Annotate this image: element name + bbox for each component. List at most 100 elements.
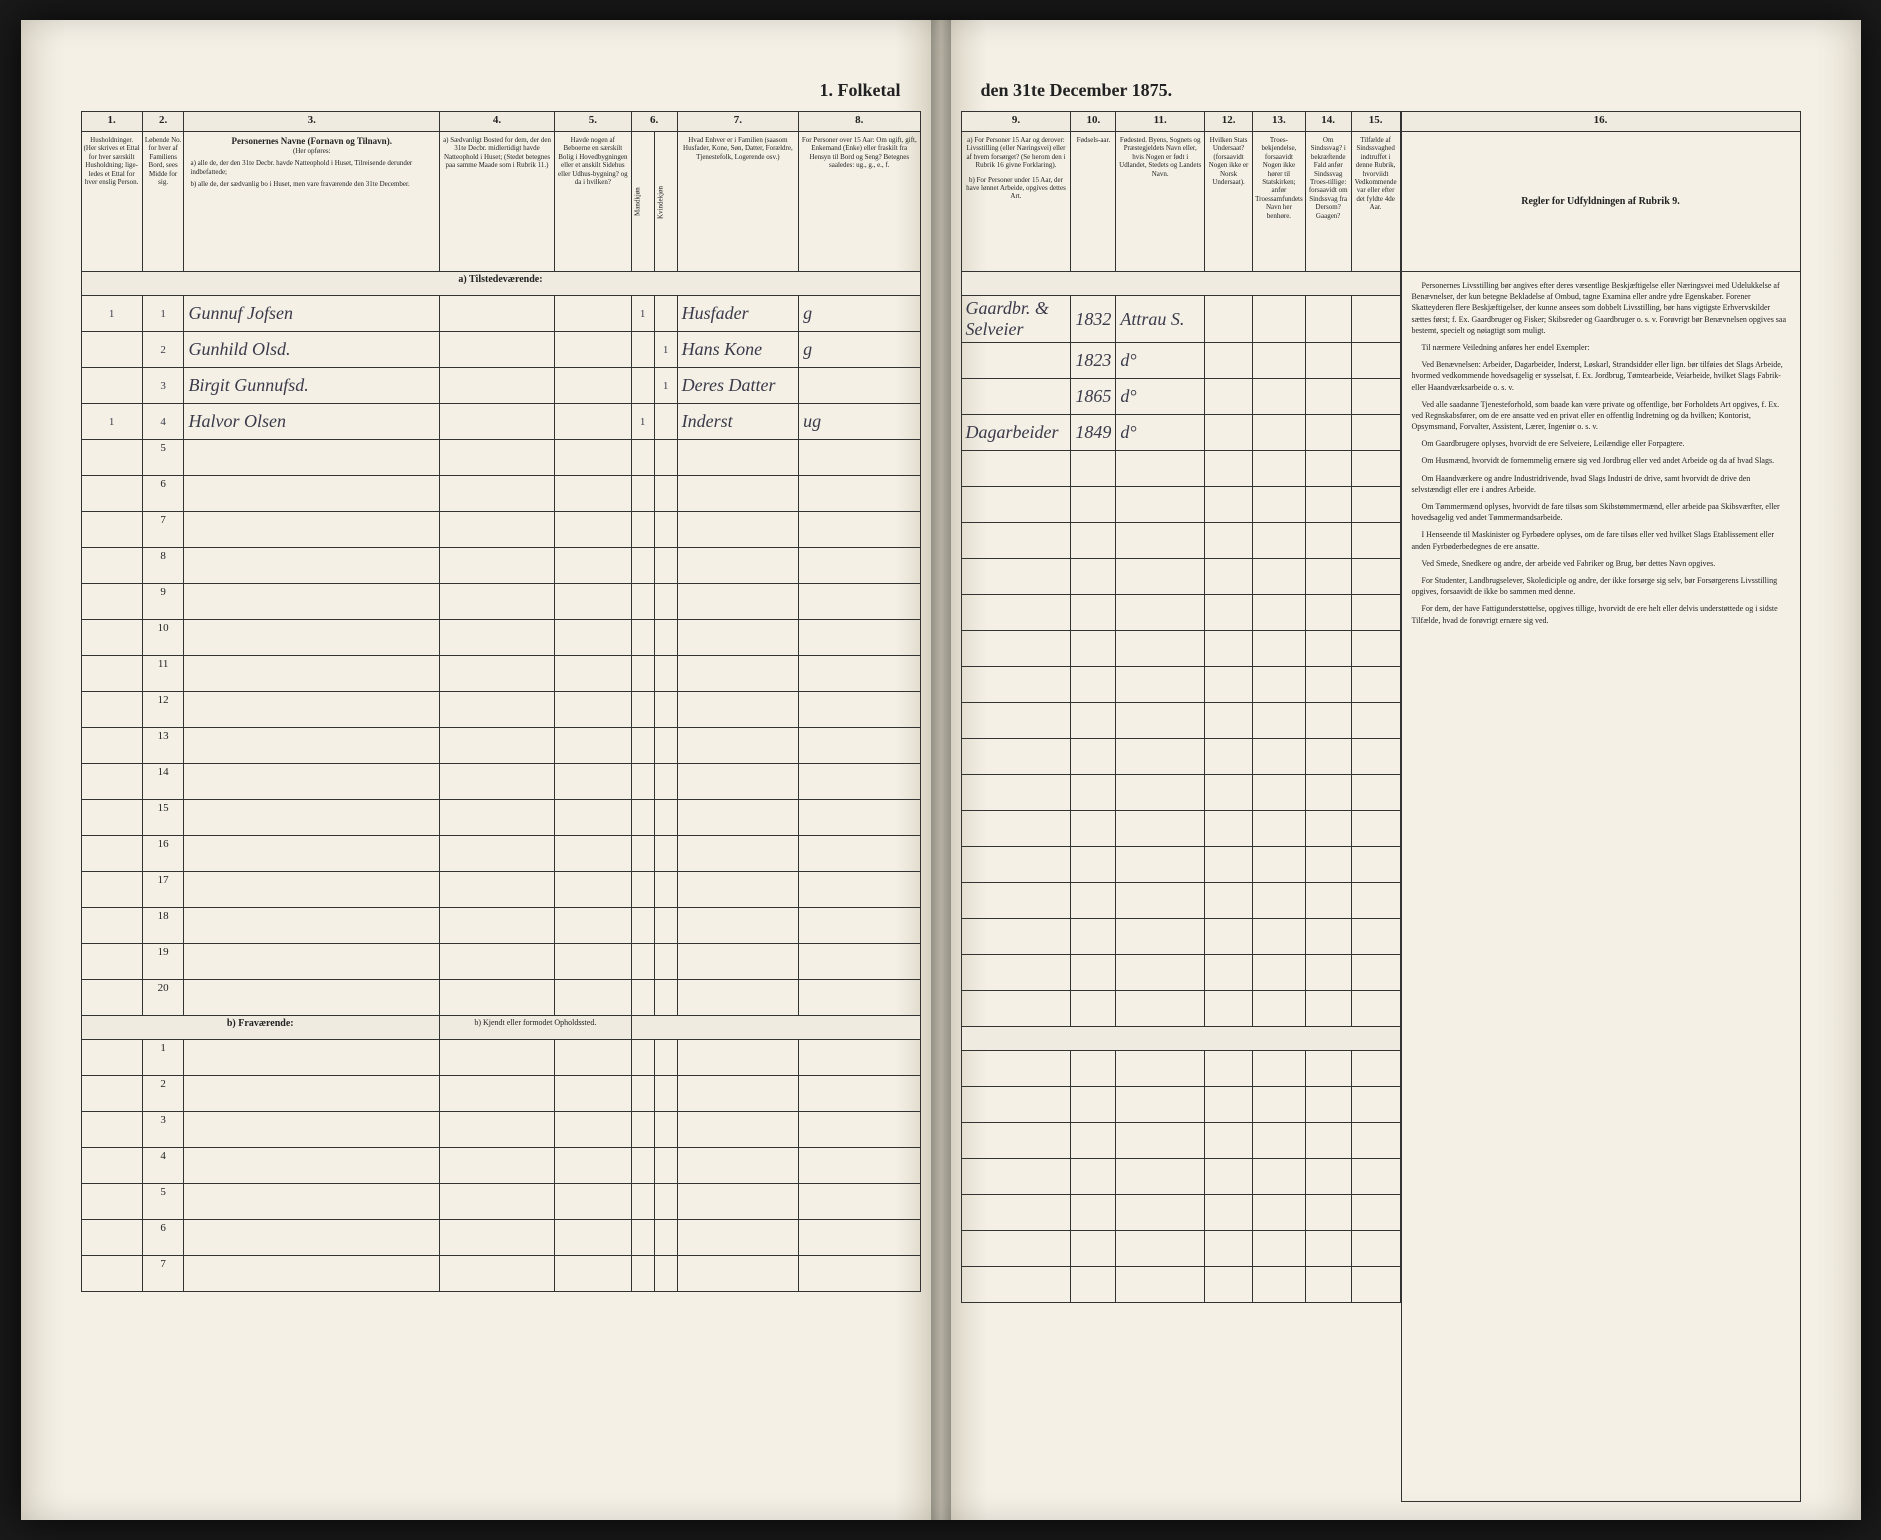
cell-c6b: 1 [654, 368, 677, 404]
empty-row: 2 [81, 1076, 920, 1112]
cell-name: Birgit Gunnufsd. [184, 368, 440, 404]
section-a-label: a) Tilstedeværende: [81, 272, 920, 296]
desc-14: Om Sindssvag? i bekræftende Fald anfør S… [1305, 132, 1351, 272]
cell-name: Halvor Olsen [184, 404, 440, 440]
desc-9: a) For Personer 15 Aar og derover: Livss… [961, 132, 1071, 272]
cell-c7: Hans Kone [677, 332, 798, 368]
cell-c6b [654, 404, 677, 440]
column-description-row: Husholdninger. (Her skrives et Ettal for… [81, 132, 920, 272]
empty-row: 3 [81, 1112, 920, 1148]
cell-c11: d° [1116, 379, 1205, 415]
data-row: Gaardbr. & Selveier 1832 Attrau S. [961, 296, 1400, 343]
page-title-right: den 31te December 1875. [961, 80, 1801, 101]
cell-c8: g [799, 296, 920, 332]
col-16: 16. [1401, 112, 1800, 132]
ledger-book: 1. Folketal 1. 2. 3. 4. 5. 6. 7. 8. Hush… [21, 20, 1861, 1520]
data-row: 3 Birgit Gunnufsd. 1 Deres Datter [81, 368, 920, 404]
instr-p: Ved alle saadanne Tjenesteforhold, som b… [1412, 399, 1790, 433]
cell-c11: d° [1116, 415, 1205, 451]
empty-row: 14 [81, 764, 920, 800]
ledger-table-right: 9. 10. 11. 12. 13. 14. 15. a) For Person… [961, 111, 1401, 1303]
col-9: 9. [961, 112, 1071, 132]
instr-p: For Studenter, Landbrugselever, Skoledic… [1412, 575, 1790, 597]
instr-p: Ved Benævnelsen: Arbeider, Dagarbeider, … [1412, 359, 1790, 393]
cell-rownum: 2 [142, 332, 184, 368]
col-2: 2. [142, 112, 184, 132]
cell-c4 [440, 332, 555, 368]
cell-hh: 1 [81, 404, 142, 440]
desc-6a: Mandkjøn [631, 132, 654, 272]
empty-row: 6 [81, 476, 920, 512]
cell-c4 [440, 296, 555, 332]
cell-name: Gunhild Olsd. [184, 332, 440, 368]
cell-c9 [961, 379, 1071, 415]
cell-hh [81, 332, 142, 368]
cell-c5 [555, 368, 632, 404]
section-a-row: a) Tilstedeværende: [81, 272, 920, 296]
empty-row: 6 [81, 1220, 920, 1256]
data-row: 1 1 Gunnuf Jofsen 1 Husfader g [81, 296, 920, 332]
col-12: 12. [1204, 112, 1252, 132]
cell-c6a: 1 [631, 404, 654, 440]
column-number-row: 1. 2. 3. 4. 5. 6. 7. 8. [81, 112, 920, 132]
desc-11: Fødested. Byens, Sognets og Præstegjelde… [1116, 132, 1205, 272]
desc-8: For Personer over 15 Aar: Om ugift, gift… [799, 132, 920, 272]
cell-c11: Attrau S. [1116, 296, 1205, 343]
section-b-row: b) Fraværende: b) Kjendt eller formodet … [81, 1016, 920, 1040]
cell-c9: Dagarbeider [961, 415, 1071, 451]
empty-row: 9 [81, 584, 920, 620]
col-14: 14. [1305, 112, 1351, 132]
instr-p: Om Haandværkere og andre Industridrivend… [1412, 473, 1790, 495]
cell-c10: 1823 [1071, 343, 1116, 379]
cell-rownum: 3 [142, 368, 184, 404]
cell-c10: 1849 [1071, 415, 1116, 451]
empty-row: 10 [81, 620, 920, 656]
cell-c8: ug [799, 404, 920, 440]
desc-7: Hvad Enhver er i Familien (saasom Husfad… [677, 132, 798, 272]
instr-p: For dem, der have Fattigunderstøttelse, … [1412, 603, 1790, 625]
empty-row: 17 [81, 872, 920, 908]
cell-c7: Deres Datter [677, 368, 798, 404]
cell-c6a [631, 332, 654, 368]
desc-13: Troes-bekjendelse, forsaavidt Nogen ikke… [1253, 132, 1306, 272]
cell-c10: 1865 [1071, 379, 1116, 415]
instr-p: Ved Smede, Snedkere og andre, der arbeid… [1412, 558, 1790, 569]
col-6: 6. [631, 112, 677, 132]
empty-row: 1 [81, 1040, 920, 1076]
cell-c9: Gaardbr. & Selveier [961, 296, 1071, 343]
instr-p: Til nærmere Veiledning anføres her endel… [1412, 342, 1790, 353]
col-5: 5. [555, 112, 632, 132]
cell-c5 [555, 404, 632, 440]
cell-c6a: 1 [631, 296, 654, 332]
empty-row: 12 [81, 692, 920, 728]
desc-12: Hvilken Stats Undersaat? (forsaavidt Nog… [1204, 132, 1252, 272]
cell-c8: g [799, 332, 920, 368]
desc-15: Tilfælde af Sindssvaghed indtruffet i de… [1351, 132, 1400, 272]
cell-rownum: 4 [142, 404, 184, 440]
desc-4: a) Sædvanligt Bosted for dem, der den 31… [440, 132, 555, 272]
empty-row: 16 [81, 836, 920, 872]
col-1: 1. [81, 112, 142, 132]
col-15: 15. [1351, 112, 1400, 132]
desc-6b: Kvindekjøn [654, 132, 677, 272]
empty-row: 20 [81, 980, 920, 1016]
left-page: 1. Folketal 1. 2. 3. 4. 5. 6. 7. 8. Hush… [21, 20, 941, 1520]
empty-row: 5 [81, 440, 920, 476]
cell-c11: d° [1116, 343, 1205, 379]
instructions-column: 16. Regler for Udfyldningen af Rubrik 9.… [1401, 111, 1801, 1502]
empty-row: 8 [81, 548, 920, 584]
right-content: 9. 10. 11. 12. 13. 14. 15. a) For Person… [961, 111, 1801, 1502]
col-11: 11. [1116, 112, 1205, 132]
col-3: 3. [184, 112, 440, 132]
ledger-table-left: 1. 2. 3. 4. 5. 6. 7. 8. Husholdninger. (… [81, 111, 921, 1292]
cell-c9 [961, 343, 1071, 379]
empty-row: 19 [81, 944, 920, 980]
instr-p: Om Husmænd, hvorvidt de fornemmelig ernæ… [1412, 455, 1790, 466]
empty-row: 15 [81, 800, 920, 836]
data-row: 2 Gunhild Olsd. 1 Hans Kone g [81, 332, 920, 368]
instr-p: Personernes Livsstilling bør angives eft… [1412, 280, 1790, 336]
book-spine [931, 20, 951, 1520]
cell-hh: 1 [81, 296, 142, 332]
cell-name: Gunnuf Jofsen [184, 296, 440, 332]
cell-c6a [631, 368, 654, 404]
